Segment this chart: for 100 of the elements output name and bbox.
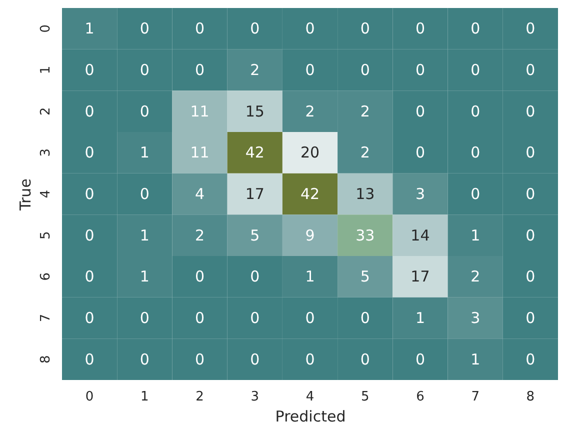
- data-label: 17: [245, 185, 264, 203]
- y-tick-label: 5: [38, 231, 54, 240]
- data-label: 0: [140, 185, 150, 203]
- data-label: 0: [470, 61, 480, 79]
- data-label: 0: [140, 102, 150, 120]
- data-label: 1: [140, 268, 150, 286]
- data-label: 1: [305, 268, 315, 286]
- x-tick-label: 8: [526, 390, 535, 404]
- data-label: 20: [300, 144, 320, 162]
- x-axis-title: Predicted: [275, 408, 346, 426]
- data-label: 0: [84, 185, 94, 203]
- data-label: 0: [526, 350, 536, 368]
- data-label: 42: [245, 144, 264, 162]
- data-label: 2: [305, 102, 315, 120]
- data-label: 0: [84, 350, 94, 368]
- data-label: 5: [360, 268, 370, 286]
- data-label: 0: [470, 102, 480, 120]
- data-label: 0: [415, 144, 425, 162]
- data-label: 11: [190, 144, 210, 162]
- y-tick-label: 1: [38, 66, 54, 74]
- data-label: 1: [140, 144, 150, 162]
- y-tick-label: 4: [38, 190, 54, 198]
- data-label: 2: [360, 144, 370, 162]
- y-tick-label: 6: [38, 272, 54, 281]
- x-tick-label: 2: [196, 390, 204, 404]
- data-label: 3: [470, 309, 480, 327]
- data-label: 0: [360, 309, 370, 327]
- data-label: 9: [305, 226, 315, 244]
- data-label: 0: [526, 226, 536, 244]
- y-tick-label: 2: [38, 107, 54, 116]
- data-label: 0: [195, 20, 205, 38]
- x-tick-label: 1: [140, 390, 149, 404]
- data-label: 5: [250, 226, 260, 244]
- data-label: 1: [415, 309, 425, 327]
- data-label: 0: [415, 102, 425, 120]
- data-label: 0: [250, 309, 260, 327]
- data-label: 0: [415, 20, 425, 38]
- data-label: 0: [140, 309, 150, 327]
- data-label: 4: [195, 185, 205, 203]
- data-label: 0: [470, 185, 480, 203]
- data-label: 0: [526, 185, 536, 203]
- data-label: 0: [84, 102, 94, 120]
- x-tick-label: 5: [360, 390, 370, 404]
- y-axis-title: True: [16, 178, 34, 212]
- data-label: 0: [195, 61, 205, 79]
- data-label: 13: [356, 185, 375, 203]
- y-tick-label: 3: [38, 148, 54, 157]
- data-label: 0: [305, 61, 315, 79]
- data-label: 1: [470, 350, 480, 368]
- data-label: 0: [415, 350, 425, 368]
- data-label: 0: [84, 144, 94, 162]
- x-tick-label: 3: [250, 390, 260, 404]
- data-label: 0: [84, 61, 94, 79]
- data-label: 14: [410, 226, 430, 244]
- data-label: 0: [470, 20, 480, 38]
- data-label: 0: [195, 268, 205, 286]
- data-label: 2: [195, 226, 205, 244]
- data-label: 0: [140, 20, 150, 38]
- data-label: 0: [140, 350, 150, 368]
- data-label: 0: [526, 144, 536, 162]
- y-tick-label: 0: [38, 24, 54, 33]
- data-label: 0: [360, 20, 370, 38]
- data-label: 0: [84, 268, 94, 286]
- data-label: 0: [195, 309, 205, 327]
- x-tick-label: 4: [306, 390, 314, 404]
- data-label: 0: [84, 226, 94, 244]
- data-label: 0: [526, 102, 536, 120]
- data-label: 1: [84, 20, 94, 38]
- data-label: 15: [245, 102, 264, 120]
- data-label: 0: [360, 350, 370, 368]
- x-tick-label: 0: [85, 390, 94, 404]
- data-label: 17: [410, 268, 430, 286]
- data-label: 2: [470, 268, 480, 286]
- data-label: 1: [470, 226, 480, 244]
- data-label: 0: [526, 20, 536, 38]
- data-label: 0: [415, 61, 425, 79]
- y-tick-label: 7: [38, 314, 54, 322]
- data-label: 0: [526, 268, 536, 286]
- data-label: 1: [140, 226, 150, 244]
- x-tick-label: 7: [471, 390, 480, 404]
- data-label: 0: [84, 309, 94, 327]
- data-label: 0: [526, 309, 536, 327]
- data-label: 11: [190, 102, 210, 120]
- data-label: 0: [305, 350, 315, 368]
- x-tick-label: 6: [416, 390, 424, 404]
- data-label: 0: [140, 61, 150, 79]
- y-tick-label: 8: [38, 355, 54, 364]
- data-label: 33: [356, 226, 375, 244]
- data-label: 0: [195, 350, 205, 368]
- data-label: 3: [415, 185, 425, 203]
- data-label: 0: [305, 309, 315, 327]
- data-label: 0: [526, 61, 536, 79]
- data-label: 2: [250, 61, 260, 79]
- data-label: 42: [300, 185, 320, 203]
- data-label: 2: [360, 102, 370, 120]
- data-label: 0: [250, 20, 260, 38]
- data-label: 0: [250, 350, 260, 368]
- data-label: 0: [305, 20, 315, 38]
- data-label: 0: [360, 61, 370, 79]
- data-label: 0: [470, 144, 480, 162]
